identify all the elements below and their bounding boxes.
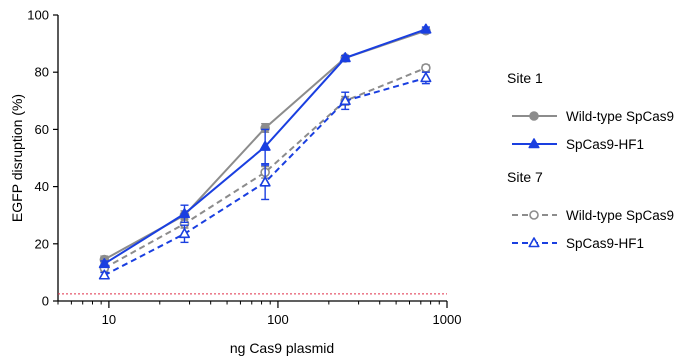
data-point: [421, 63, 431, 73]
y-tick-label: 0: [42, 294, 49, 309]
legend-marker: [529, 210, 539, 220]
legend: Site 1 Wild-type SpCas9 SpCas9-HF1 Site 7 Wi…: [507, 70, 674, 251]
y-tick-label: 40: [35, 179, 49, 194]
legend-marker: [529, 111, 539, 121]
y-axis-title: EGFP disruption (%): [9, 94, 25, 222]
x-tick-label: 10: [102, 312, 116, 327]
data-point: [98, 258, 110, 269]
y-tick-label: 80: [35, 65, 49, 80]
legend-label: Wild-type SpCas9: [566, 208, 674, 223]
data-point: [339, 52, 351, 63]
series-line: [103, 66, 427, 269]
legend-label: SpCas9-HF1: [566, 137, 644, 152]
data-point: [259, 140, 271, 151]
y-tick-label: 20: [35, 236, 49, 251]
legend-label: SpCas9-HF1: [566, 236, 644, 251]
data-point: [420, 72, 432, 83]
data-point: [98, 269, 110, 280]
legend-label: Wild-type SpCas9: [566, 109, 674, 124]
legend-marker: [528, 237, 540, 248]
data-point: [259, 176, 271, 187]
data-point: [339, 95, 351, 106]
legend-group-heading: Site 7: [507, 169, 543, 185]
legend-group-heading: Site 1: [507, 70, 543, 86]
x-tick-label: 100: [267, 312, 289, 327]
legend-marker: [528, 138, 540, 149]
y-tick-label: 60: [35, 122, 49, 137]
x-axis-title: ng Cas9 plasmid: [230, 340, 334, 356]
plot-area: 0 20 40 60 80 100 10 100 1000: [27, 8, 461, 328]
data-point: [420, 23, 432, 34]
data-point: [178, 207, 191, 219]
y-tick-label: 100: [27, 8, 49, 23]
data-point: [178, 227, 191, 239]
x-tick-label: 1000: [433, 312, 462, 327]
